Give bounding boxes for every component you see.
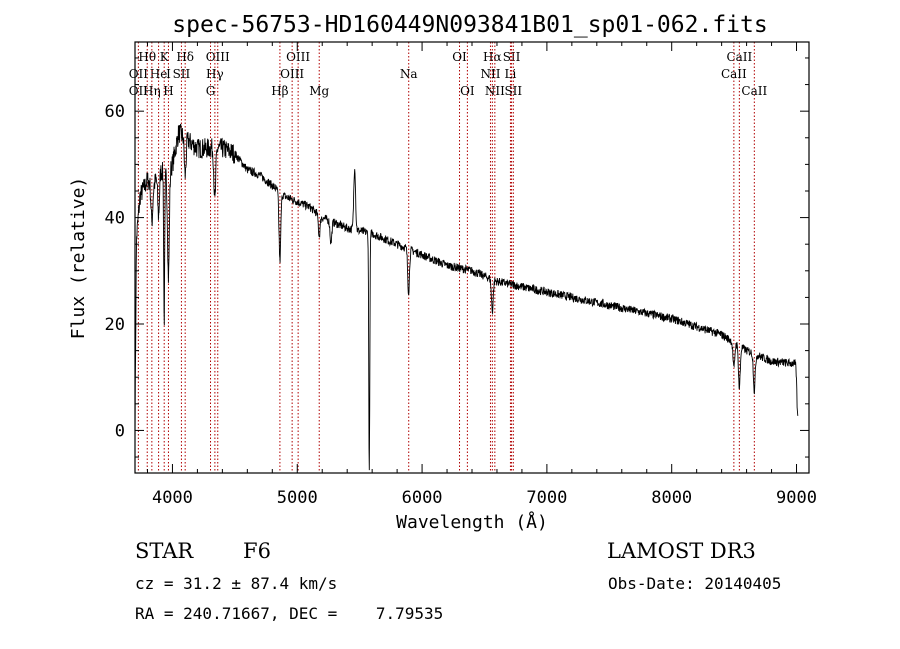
coordinates: RA = 240.71667, DEC = 7.79535: [135, 604, 444, 623]
x-tick-label: 9000: [776, 488, 817, 508]
line-label-H: H: [163, 84, 173, 98]
plot-frame: [134, 41, 810, 474]
line-label-SII: SII: [173, 67, 191, 81]
line-label-Hθ: Hθ: [138, 50, 156, 64]
line-label-I: I: [166, 67, 171, 81]
spectrum-line: [134, 123, 799, 471]
line-label-OI: OI: [452, 50, 467, 64]
x-tick-label: 4000: [152, 488, 193, 508]
object-class: STAR: [135, 539, 194, 563]
line-label-OII: OII: [129, 67, 149, 81]
line-label-NII: NII: [480, 67, 500, 81]
line-label-OII: OII: [129, 84, 149, 98]
x-tick-label: 8000: [651, 488, 692, 508]
line-label-K: K: [160, 50, 170, 64]
observation-date: Obs-Date: 20140405: [608, 574, 782, 593]
line-label-CaII: CaII: [726, 50, 752, 64]
survey-name: LAMOST DR3: [607, 539, 756, 563]
line-label-OIII: OIII: [286, 50, 310, 64]
line-label-Mg: Mg: [309, 84, 329, 98]
line-label-Hη: Hη: [143, 84, 161, 98]
y-axis-label: Flux (relative): [68, 177, 89, 340]
line-label-SII: SII: [503, 50, 521, 64]
x-tick-label: 7000: [526, 488, 567, 508]
line-label-CaII: CaII: [721, 67, 747, 81]
line-label-G: G: [206, 84, 216, 98]
y-tick-label: 60: [105, 102, 125, 122]
line-label-OI: OI: [460, 84, 475, 98]
line-label-NII: NII: [485, 84, 505, 98]
line-label-Hα: Hα: [483, 50, 502, 64]
chart-title: spec-56753-HD160449N093841B01_sp01-062.f…: [172, 12, 767, 38]
line-label-Hβ: Hβ: [271, 84, 288, 98]
line-label-SII: SII: [504, 84, 522, 98]
axis-ticks: 4000 5000 6000 7000 8000 9000 0 20 40 60: [105, 42, 817, 508]
line-label-OIII: OIII: [280, 67, 304, 81]
x-tick-label: 6000: [402, 488, 443, 508]
line-label-Li: Li: [505, 67, 517, 81]
line-label-He: He: [150, 67, 168, 81]
y-tick-label: 0: [115, 421, 125, 441]
line-label-CaII: CaII: [741, 84, 767, 98]
y-tick-label: 40: [105, 209, 125, 229]
y-tick-label: 20: [105, 315, 125, 335]
x-tick-label: 5000: [277, 488, 318, 508]
x-axis-label: Wavelength (Å): [396, 511, 548, 533]
redshift-cz: cz = 31.2 ± 87.4 km/s: [135, 574, 338, 593]
line-label-Hγ: Hγ: [206, 67, 224, 81]
spectrum-series: [134, 123, 799, 471]
line-label-Hδ: Hδ: [176, 50, 194, 64]
object-subclass: F6: [243, 539, 271, 563]
line-label-OIII: OIII: [206, 50, 230, 64]
line-label-Na: Na: [400, 67, 418, 81]
